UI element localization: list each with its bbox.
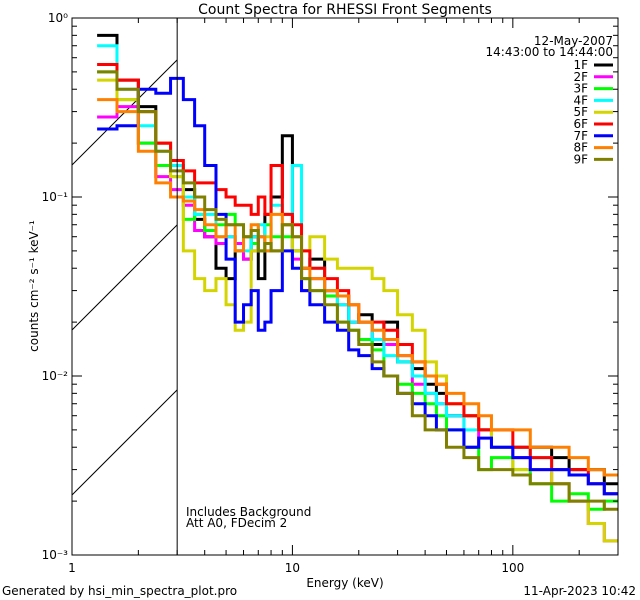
legend-date: 12-May-2007 (534, 34, 613, 48)
x-tick-label: 100 (501, 561, 524, 575)
series-1F (97, 33, 618, 486)
series-group (97, 33, 618, 543)
timestamp: 11-Apr-2023 10:42 (523, 584, 636, 598)
y-tick-label: 10⁰ (48, 11, 68, 25)
series-9F (97, 70, 618, 511)
legend-label-1F: 1F (573, 58, 588, 72)
y-tick-label: 10⁻¹ (42, 190, 69, 204)
series-7F (97, 76, 618, 496)
y-tick-label: 10⁻² (42, 369, 69, 383)
y-axis-label: counts cm⁻² s⁻¹ keV⁻¹ (27, 220, 41, 352)
x-tick-label: 1 (68, 561, 76, 575)
series-6F (97, 62, 618, 496)
legend-label-4F: 4F (573, 93, 588, 107)
x-axis-label: Energy (keV) (306, 576, 383, 590)
plot-frame (71, 17, 619, 556)
annotation-background: Includes Background (186, 505, 311, 519)
axes: 1 10 100 10⁰ 10⁻¹ 10⁻² 10⁻³ (42, 11, 619, 575)
legend-label-8F: 8F (573, 141, 588, 155)
hatch-line (71, 389, 178, 496)
chart-title: Count Spectra for RHESSI Front Segments (198, 2, 492, 18)
x-tick-label: 10 (285, 561, 300, 575)
legend-label-5F: 5F (573, 105, 588, 119)
legend-label-7F: 7F (573, 129, 588, 143)
generated-by: Generated by hsi_min_spectra_plot.pro (2, 584, 237, 598)
legend-label-3F: 3F (573, 82, 588, 96)
y-tick-label: 10⁻³ (42, 548, 69, 562)
legend-time-range: 14:43:00 to 14:44:00 (486, 45, 613, 59)
series-8F (97, 98, 618, 477)
hatch-line (71, 224, 178, 331)
legend-label-9F: 9F (573, 152, 588, 166)
annotation-attenuator: Att A0, FDecim 2 (186, 516, 287, 530)
hatched-attenuator-region (71, 59, 178, 556)
legend-label-2F: 2F (573, 70, 588, 84)
legend-label-6F: 6F (573, 117, 588, 131)
series-3F (97, 70, 618, 511)
